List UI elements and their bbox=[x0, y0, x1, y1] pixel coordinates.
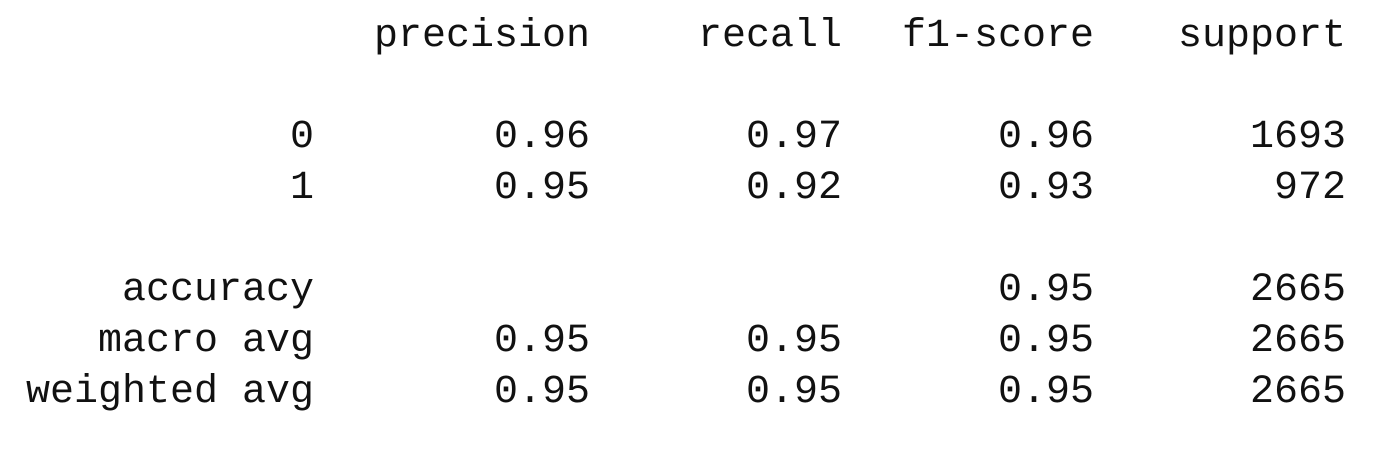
recall-value bbox=[600, 266, 842, 316]
f1-score-value: 0.93 bbox=[997, 166, 1094, 211]
f1-score-value: 0.95 bbox=[997, 319, 1094, 364]
row-label: 0 bbox=[289, 115, 314, 160]
recall-value: 0.97 bbox=[745, 115, 842, 160]
support-value: 1693 bbox=[1249, 115, 1346, 160]
row-label: accuracy bbox=[121, 268, 314, 313]
support-value: 972 bbox=[1273, 166, 1346, 211]
header-row: precision recall f1-score support bbox=[0, 12, 1400, 62]
support-value: 2665 bbox=[1249, 268, 1346, 313]
accuracy-row: accuracy 0.95 2665 bbox=[0, 266, 1400, 316]
weighted-avg-row: weighted avg 0.95 0.95 0.95 2665 bbox=[0, 368, 1400, 418]
f1-score-value: 0.95 bbox=[997, 268, 1094, 313]
header-support: support bbox=[1177, 14, 1346, 59]
precision-value: 0.96 bbox=[493, 115, 590, 160]
precision-value: 0.95 bbox=[493, 370, 590, 415]
precision-value bbox=[340, 266, 590, 316]
class-row-0: 0 0.96 0.97 0.96 1693 bbox=[0, 113, 1400, 163]
support-value: 2665 bbox=[1249, 370, 1346, 415]
row-label: 1 bbox=[289, 166, 314, 211]
f1-score-value: 0.96 bbox=[997, 115, 1094, 160]
row-label: macro avg bbox=[97, 319, 314, 364]
support-value: 2665 bbox=[1249, 319, 1346, 364]
f1-score-value: 0.95 bbox=[997, 370, 1094, 415]
recall-value: 0.95 bbox=[745, 319, 842, 364]
header-f1-score: f1-score bbox=[901, 14, 1094, 59]
row-label: weighted avg bbox=[25, 370, 314, 415]
recall-value: 0.92 bbox=[745, 166, 842, 211]
macro-avg-row: macro avg 0.95 0.95 0.95 2665 bbox=[0, 317, 1400, 367]
header-recall: recall bbox=[697, 14, 842, 59]
recall-value: 0.95 bbox=[745, 370, 842, 415]
precision-value: 0.95 bbox=[493, 166, 590, 211]
precision-value: 0.95 bbox=[493, 319, 590, 364]
header-precision: precision bbox=[373, 14, 590, 59]
class-row-1: 1 0.95 0.92 0.93 972 bbox=[0, 164, 1400, 214]
